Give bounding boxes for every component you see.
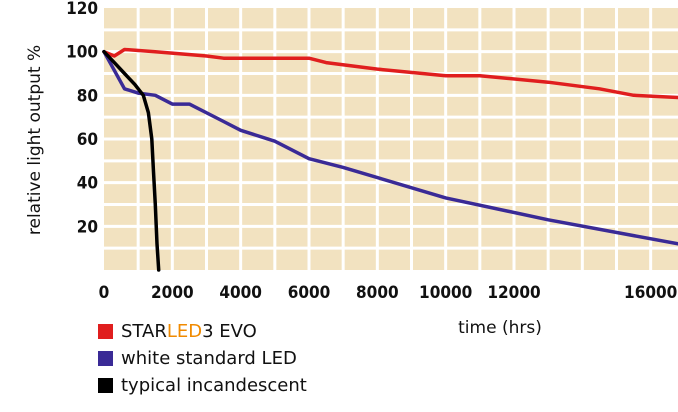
- legend-label-part-3evo: 3 EVO: [202, 321, 257, 342]
- x-tick-label: 4000: [219, 283, 262, 303]
- legend-label-part-star: STAR: [121, 321, 167, 342]
- y-tick-label: 60: [77, 130, 98, 150]
- y-tick-label: 100: [66, 43, 98, 63]
- legend-item-white-standard-led: white standard LED: [98, 345, 307, 372]
- legend-swatch-black: [98, 378, 113, 393]
- legend-label-white-standard-led: white standard LED: [121, 348, 297, 369]
- x-tick-label: 0: [99, 283, 110, 303]
- legend-label-typical-incandescent: typical incandescent: [121, 375, 307, 396]
- x-tick-label: 8000: [356, 283, 399, 303]
- y-tick-label: 80: [77, 86, 98, 106]
- legend-item-starled3-evo: STARLED3 EVO: [98, 318, 307, 345]
- x-tick-label: 16000: [624, 283, 677, 303]
- series-line-starled3-evo: [102, 47, 678, 100]
- legend-swatch-blue: [98, 351, 113, 366]
- legend-label-part-led: LED: [166, 321, 203, 342]
- y-tick-label: 40: [77, 174, 98, 194]
- x-tick-label: 10000: [419, 283, 472, 303]
- x-tick-label: 12000: [487, 283, 540, 303]
- x-tick-labels: 0 2000 4000 6000 8000 10000 12000 16000: [99, 283, 678, 303]
- legend-swatch-red: [98, 324, 113, 339]
- series-lines: [102, 47, 678, 272]
- y-axis-label: relative light output %: [25, 45, 45, 235]
- x-tick-label: 6000: [288, 283, 331, 303]
- legend-label-starled3-evo: STARLED3 EVO: [121, 321, 257, 342]
- series-line-typical-incandescent: [102, 49, 161, 272]
- x-axis-label: time (hrs): [458, 318, 542, 338]
- legend: STARLED3 EVO white standard LED typical …: [98, 318, 307, 399]
- legend-item-typical-incandescent: typical incandescent: [98, 372, 307, 399]
- x-tick-label: 2000: [151, 283, 194, 303]
- y-tick-labels: 20 40 60 80 100 120: [66, 0, 98, 237]
- grid-lines: [104, 8, 678, 270]
- y-tick-label: 20: [77, 217, 98, 237]
- y-tick-label: 120: [66, 0, 98, 19]
